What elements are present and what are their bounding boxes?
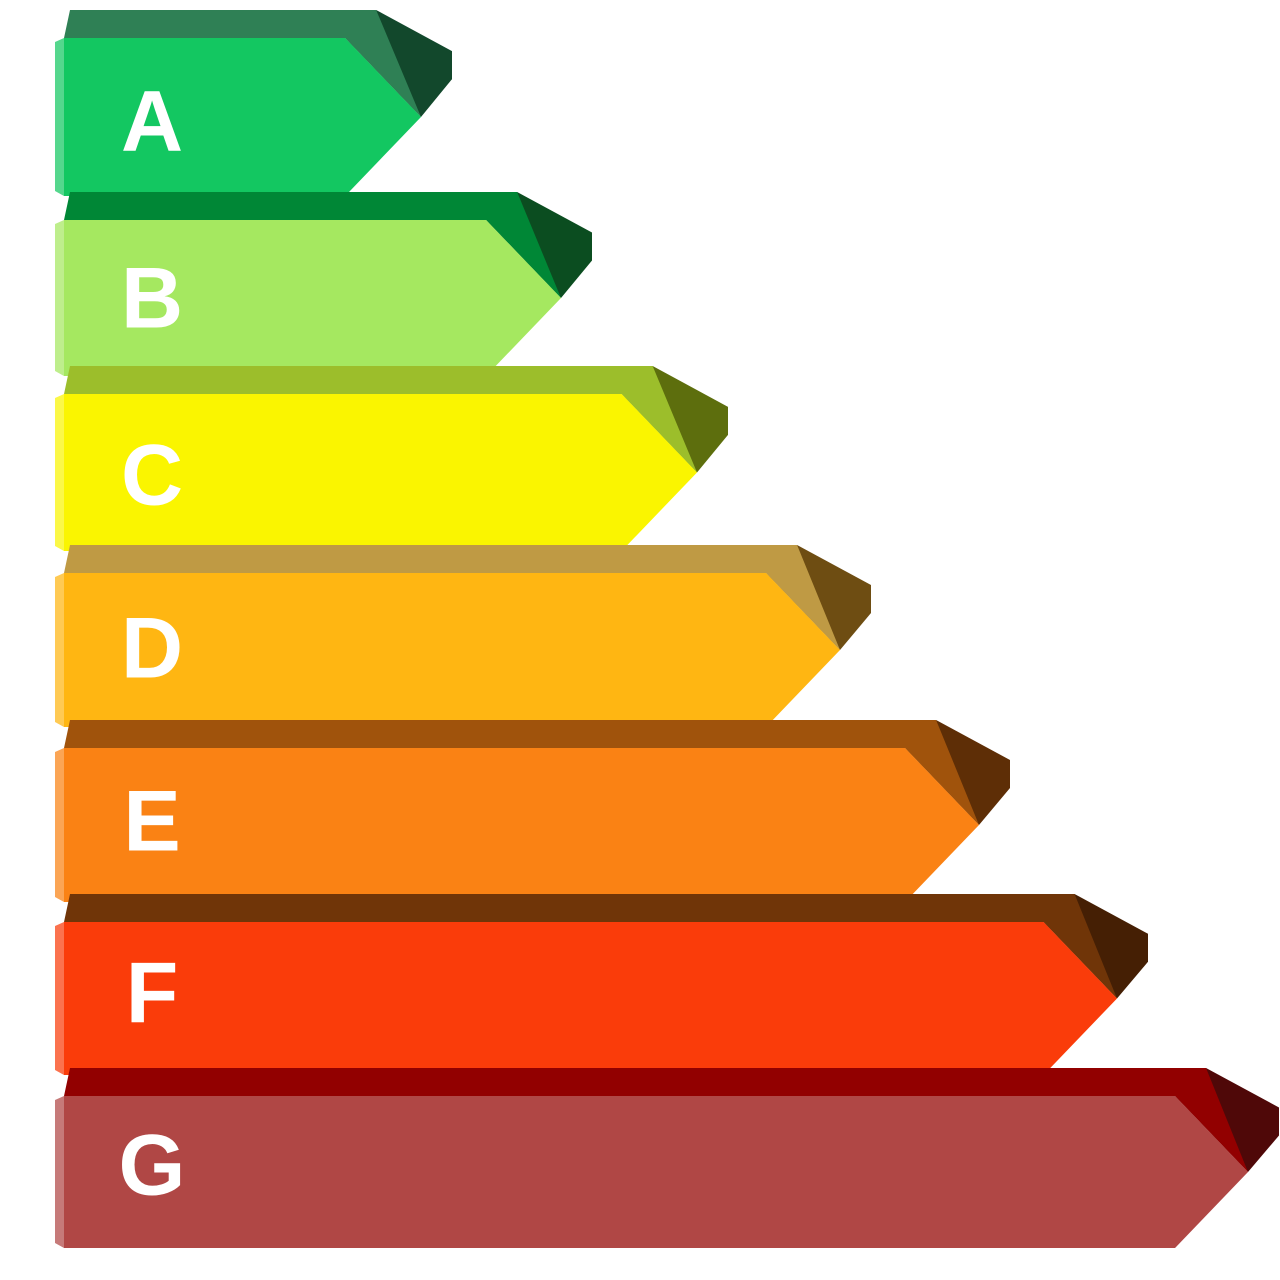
bar-left-side-face: [55, 748, 64, 902]
bar-front-face: [64, 573, 840, 727]
bar-letter-g: G: [119, 1118, 186, 1214]
bar-top-bevel: [64, 894, 1117, 999]
bar-letter-d: D: [121, 601, 183, 697]
energy-bar-c[interactable]: C: [55, 366, 728, 551]
bar-top-bevel: [64, 1068, 1248, 1172]
bar-left-side-face: [55, 220, 64, 376]
bar-top-bevel: [64, 545, 840, 650]
bar-left-side-face: [55, 573, 64, 727]
bar-letter-e: E: [123, 774, 180, 870]
bar-letter-c: C: [121, 428, 183, 524]
bar-front-face: [64, 922, 1117, 1075]
bar-letter-a: A: [121, 74, 183, 170]
bar-letter-f: F: [126, 946, 179, 1042]
bar-top-bevel: [64, 192, 561, 298]
energy-bar-d[interactable]: D: [55, 545, 871, 727]
energy-bar-e[interactable]: E: [55, 720, 1010, 902]
bar-front-face: [64, 38, 421, 196]
energy-bar-g[interactable]: G: [55, 1068, 1279, 1248]
energy-bar-f[interactable]: F: [55, 894, 1148, 1075]
bar-front-face: [64, 748, 979, 902]
bar-top-bevel: [64, 720, 979, 825]
bar-top-bevel: [64, 366, 697, 473]
bar-left-side-face: [55, 394, 64, 551]
energy-bar-a[interactable]: A: [55, 10, 452, 196]
bar-front-face: [64, 1096, 1248, 1248]
bar-left-side-face: [55, 922, 64, 1075]
bar-front-face: [64, 394, 697, 551]
energy-bar-b[interactable]: B: [55, 192, 592, 376]
bar-letter-b: B: [121, 251, 183, 347]
bar-left-side-face: [55, 1096, 64, 1248]
bar-front-face: [64, 220, 561, 376]
bar-left-side-face: [55, 38, 64, 196]
bar-top-bevel: [64, 10, 421, 117]
